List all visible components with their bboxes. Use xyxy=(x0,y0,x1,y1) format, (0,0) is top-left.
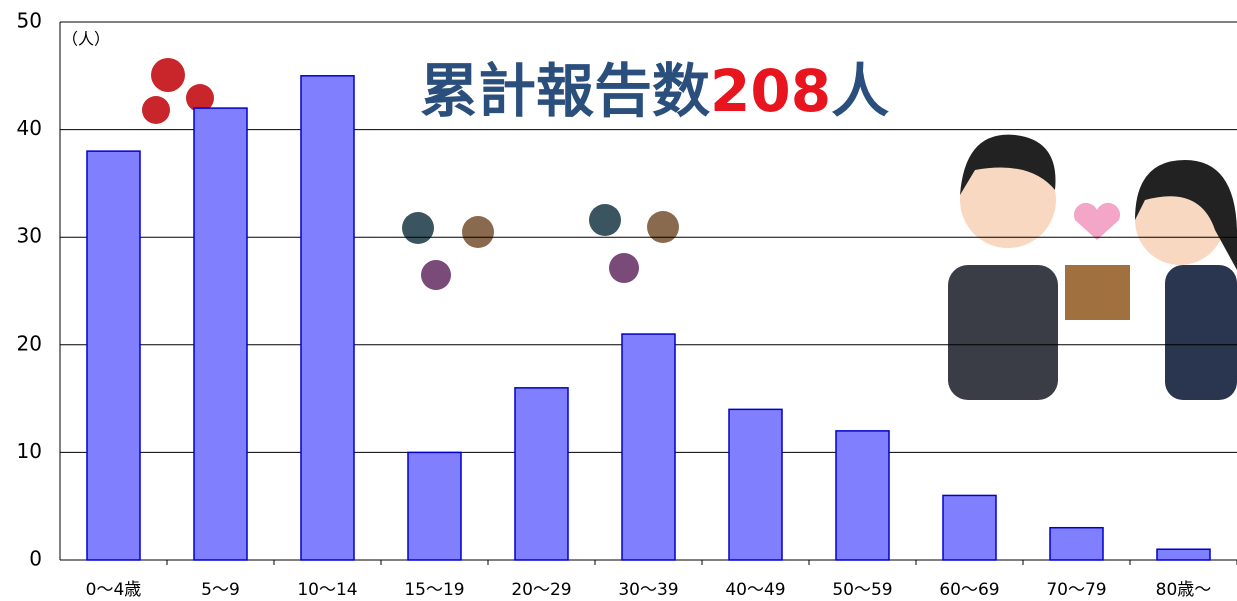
bar xyxy=(301,76,354,560)
x-tick-label: 10〜14 xyxy=(297,580,357,600)
x-tick-label: 20〜29 xyxy=(511,580,571,600)
bar xyxy=(836,431,889,560)
y-unit: （人） xyxy=(62,30,110,49)
x-tick-label: 15〜19 xyxy=(404,580,464,600)
bar xyxy=(408,452,461,560)
people-illustration xyxy=(948,135,1237,400)
x-tick-label: 5〜9 xyxy=(201,580,240,600)
chart: 0 10 20 30 40 50 （人） 0〜4歳 5〜9 10〜14 15〜19 20〜29 30〜3… xyxy=(0,0,1237,601)
y-tick-label: 20 xyxy=(17,331,42,355)
bar xyxy=(194,108,247,560)
bar xyxy=(1050,528,1103,560)
x-tick-label: 0〜4歳 xyxy=(86,580,142,600)
bar xyxy=(943,495,996,560)
y-tick-label: 10 xyxy=(17,439,42,463)
bar xyxy=(622,334,675,560)
bar xyxy=(1157,549,1210,560)
x-tick-label: 40〜49 xyxy=(725,580,785,600)
x-tick-label: 60〜69 xyxy=(939,580,999,600)
headline-part: 208 xyxy=(710,57,831,125)
y-tick-label: 40 xyxy=(17,116,42,140)
x-tick-label: 70〜79 xyxy=(1046,580,1106,600)
x-tick-label: 50〜59 xyxy=(832,580,892,600)
headline: 累計報告数208人 xyxy=(420,57,889,125)
y-tick-label: 0 xyxy=(29,547,42,571)
headline-part: 累計報告数 xyxy=(420,57,710,125)
x-tick-label: 30〜39 xyxy=(618,580,678,600)
bar xyxy=(87,151,140,560)
x-tick-label: 80歳〜 xyxy=(1156,580,1212,600)
bar xyxy=(515,388,568,560)
bar xyxy=(729,409,782,560)
headline-part: 人 xyxy=(831,57,889,125)
y-tick-label: 50 xyxy=(17,9,42,33)
y-tick-label: 30 xyxy=(17,224,42,248)
